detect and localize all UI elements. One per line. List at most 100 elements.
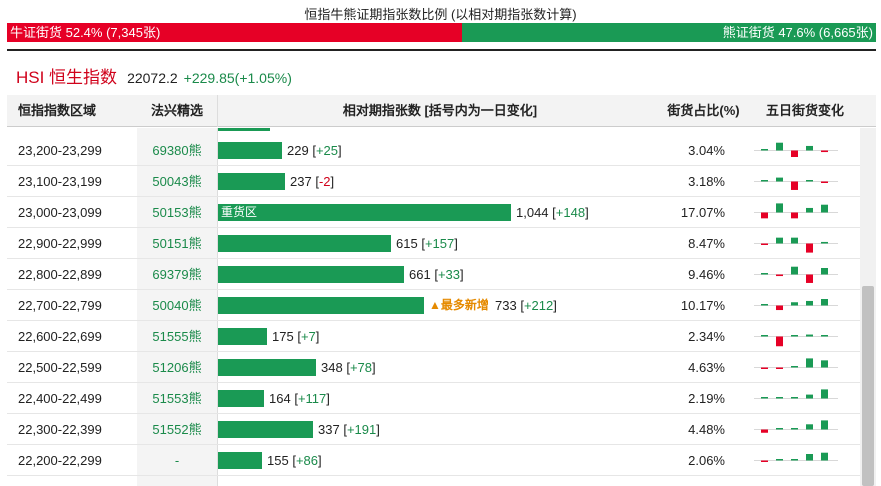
- daily-change: +212: [523, 298, 554, 313]
- count-value: 661 [+33]: [409, 267, 464, 282]
- pick-link[interactable]: 69379熊: [152, 267, 202, 282]
- five-day-bar: [806, 394, 813, 399]
- daily-change: +191: [346, 422, 377, 437]
- pick-link[interactable]: 50151熊: [152, 236, 202, 251]
- five-day-bar: [776, 237, 783, 244]
- five-day-bar: [761, 429, 768, 433]
- five-day-bar: [821, 204, 828, 213]
- column-header-pick: 法兴精选: [150, 103, 203, 118]
- daily-change: -2: [318, 174, 331, 189]
- share-pct: 2.34%: [688, 329, 725, 344]
- pick-link[interactable]: 50040熊: [152, 298, 202, 313]
- five-day-bar: [791, 212, 798, 219]
- pick-link[interactable]: 51552熊: [152, 422, 202, 437]
- five-day-bar: [761, 180, 768, 182]
- pick-link[interactable]: 51206熊: [152, 360, 202, 375]
- five-day-bar: [806, 243, 813, 253]
- pick-column-background: [137, 128, 217, 486]
- range-cell: 22,800-22,899: [18, 267, 102, 282]
- count-value: 615 [+157]: [396, 236, 458, 251]
- five-day-bar: [761, 149, 768, 151]
- pick-link[interactable]: 51553熊: [152, 391, 202, 406]
- pick-link: -: [174, 453, 180, 468]
- table-row[interactable]: 22,700-22,799 50040熊 ▲最多新增 733 [+212] 10.17%: [7, 290, 860, 321]
- five-day-bar: [806, 145, 813, 151]
- five-day-bar: [761, 304, 768, 306]
- five-day-chart: [754, 420, 838, 433]
- count-number: 615: [396, 236, 418, 251]
- count-bar: [218, 173, 285, 190]
- table-row[interactable]: 23,000-23,099 50153熊 重货区 1,044 [+148] 17.07%: [7, 197, 860, 228]
- count-number: 164: [269, 391, 291, 406]
- count-bar: [218, 390, 264, 407]
- column-separator: [217, 128, 218, 486]
- table-row[interactable]: 22,400-22,499 51553熊 164 [+117] 2.19%: [7, 383, 860, 414]
- five-day-chart: [754, 389, 838, 399]
- five-day-bar: [776, 203, 783, 213]
- five-day-bar: [761, 335, 768, 337]
- range-cell: 22,600-22,699: [18, 329, 102, 344]
- count-value: 155 [+86]: [267, 453, 322, 468]
- five-day-chart: [754, 177, 838, 190]
- range-cell: 22,300-22,399: [18, 422, 102, 437]
- pick-link[interactable]: 50043熊: [152, 174, 202, 189]
- pick-link[interactable]: 50153熊: [152, 205, 202, 220]
- five-day-bar: [821, 452, 828, 461]
- share-pct: 9.46%: [688, 267, 725, 282]
- five-day-bar: [791, 150, 798, 157]
- column-header-pct: 街货占比(%): [667, 103, 740, 118]
- table-row[interactable]: 22,200-22,299 - 155 [+86] 2.06%: [7, 445, 860, 476]
- table-row[interactable]: 23,100-23,199 50043熊 237 [-2] 3.18%: [7, 166, 860, 197]
- five-day-bar: [806, 180, 813, 182]
- five-day-bar: [791, 302, 798, 306]
- daily-change: +78: [349, 360, 372, 375]
- five-day-chart: [754, 358, 838, 369]
- five-day-bar: [761, 397, 768, 399]
- daily-change: +117: [297, 391, 327, 406]
- daily-change: +148: [555, 205, 586, 220]
- five-day-bar: [791, 459, 798, 461]
- table-row[interactable]: 22,300-22,399 51552熊 337 [+191] 4.48%: [7, 414, 860, 445]
- table-row[interactable]: 22,500-22,599 51206熊 348 [+78] 4.63%: [7, 352, 860, 383]
- table-row[interactable]: 22,800-22,899 69379熊 661 [+33] 9.46%: [7, 259, 860, 290]
- count-bar: [218, 235, 391, 252]
- five-day-chart: [754, 266, 838, 283]
- count-value: 1,044 [+148]: [516, 205, 589, 220]
- five-day-bar: [791, 335, 798, 337]
- count-number: 337: [318, 422, 340, 437]
- partial-bar: [218, 128, 270, 131]
- scrollbar-thumb[interactable]: [862, 286, 874, 486]
- count-value: 733 [+212]: [495, 298, 557, 313]
- divider: [7, 49, 876, 51]
- five-day-bar: [806, 207, 813, 213]
- table-row[interactable]: 22,600-22,699 51555熊 175 [+7] 2.34%: [7, 321, 860, 352]
- pick-link[interactable]: 69380熊: [152, 143, 202, 158]
- daily-change: +86: [295, 453, 318, 468]
- range-cell: 22,200-22,299: [18, 453, 102, 468]
- five-day-bar: [821, 241, 828, 244]
- table-row[interactable]: 22,900-22,999 50151熊 615 [+157] 8.47%: [7, 228, 860, 259]
- daily-change: +33: [437, 267, 460, 282]
- range-cell: 22,500-22,599: [18, 360, 102, 375]
- table-body[interactable]: 23,200-23,299 69380熊 229 [+25] 3.04% 23,100-…: [7, 128, 860, 486]
- five-day-bar: [761, 212, 768, 219]
- five-day-chart: [754, 142, 838, 157]
- five-day-bar: [776, 305, 783, 311]
- five-day-bar: [821, 360, 828, 368]
- index-price: 22072.2: [127, 70, 178, 86]
- five-day-bar: [821, 181, 828, 183]
- five-day-bar: [791, 397, 798, 399]
- five-day-bar: [806, 358, 813, 368]
- pick-link[interactable]: 51555熊: [152, 329, 202, 344]
- count-bar: [218, 266, 404, 283]
- index-name[interactable]: HSI 恒生指数: [16, 68, 118, 87]
- table-row[interactable]: 23,200-23,299 69380熊 229 [+25] 3.04%: [7, 135, 860, 166]
- most-added-note: ▲最多新增: [429, 298, 489, 312]
- five-day-bar: [776, 397, 783, 399]
- five-day-bar: [761, 243, 768, 245]
- count-value: 348 [+78]: [321, 360, 376, 375]
- bear-share-segment: 熊证街货 47.6% (6,665张): [462, 23, 876, 42]
- five-day-bar: [821, 299, 828, 306]
- five-day-bar: [791, 428, 798, 430]
- count-value: 175 [+7]: [272, 329, 320, 344]
